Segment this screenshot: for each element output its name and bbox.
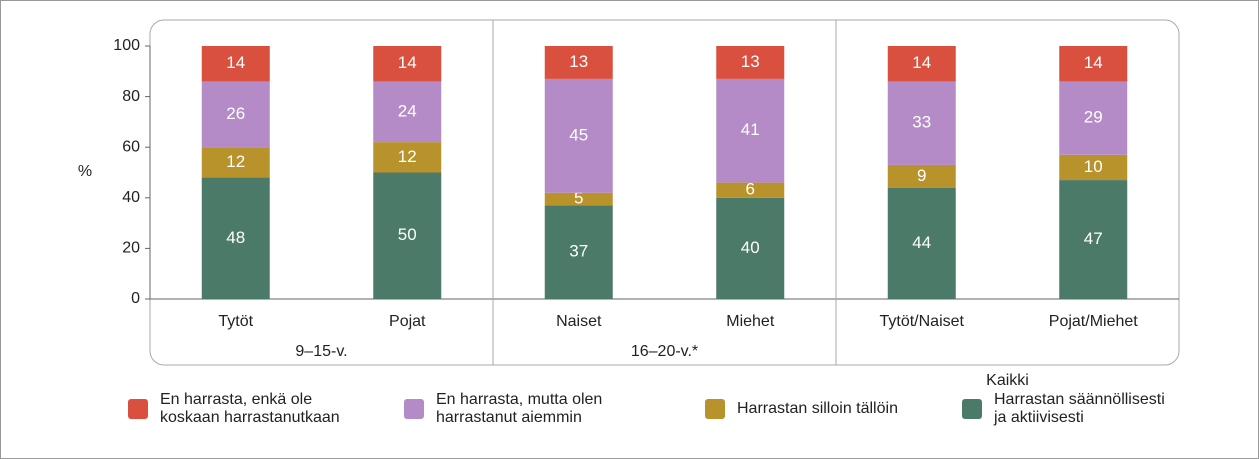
y-tick-label: 0 [131, 290, 140, 307]
value-label: 12 [226, 152, 245, 171]
group-label: 9–15-v. [295, 343, 347, 360]
value-label: 45 [569, 125, 588, 144]
legend-swatch [962, 399, 982, 419]
y-tick-label: 100 [113, 37, 140, 54]
bar-segment [373, 142, 442, 173]
value-label: 14 [1084, 53, 1103, 72]
bar-segment [1059, 46, 1128, 82]
bar-segment [544, 78, 613, 193]
bar-segment [716, 197, 785, 299]
value-label: 14 [912, 53, 931, 72]
value-label: 26 [226, 104, 245, 123]
value-label: 29 [1084, 108, 1103, 127]
bar-segment [373, 81, 442, 143]
value-label: 6 [746, 180, 755, 199]
legend: En harrasta, enkä ole koskaan harrastanu… [0, 388, 1259, 438]
bar-segment [1059, 154, 1128, 181]
value-label: 14 [398, 53, 417, 72]
group-label: 16–20-v.* [631, 343, 698, 360]
value-label: 5 [574, 189, 583, 208]
value-label: 24 [398, 101, 417, 120]
legend-label: En harrasta, enkä ole koskaan harrastanu… [160, 391, 340, 426]
y-tick-label: 40 [122, 189, 140, 206]
y-tick-label: 60 [122, 138, 140, 155]
legend-item: En harrasta, mutta olen harrastanut aiem… [404, 388, 626, 430]
legend-swatch [705, 399, 725, 419]
bar-segment [887, 46, 956, 82]
value-label: 13 [741, 52, 760, 71]
legend-label: Harrastan silloin tällöin [737, 400, 898, 417]
value-label: 10 [1084, 157, 1103, 176]
bar-segment [716, 78, 785, 183]
legend-item: Harrastan silloin tällöin [705, 388, 925, 430]
bar-segment [1059, 180, 1128, 299]
bar-segment [201, 147, 270, 178]
value-label: 48 [226, 228, 245, 247]
y-tick-label: 80 [122, 88, 140, 105]
bar-segment [544, 192, 613, 206]
y-tick-label: 20 [122, 240, 140, 257]
value-label: 47 [1084, 229, 1103, 248]
x-tick-label: Naiset [556, 313, 602, 330]
bar-segment [1059, 81, 1128, 155]
bar-segment [201, 46, 270, 82]
bar-segment [716, 182, 785, 198]
value-label: 37 [569, 242, 588, 261]
value-label: 41 [741, 120, 760, 139]
bar-segment [887, 187, 956, 299]
bar-segment [373, 46, 442, 82]
bar-segment [887, 164, 956, 188]
group-label: Kaikki [986, 372, 1029, 389]
plot-border [149, 19, 1180, 366]
legend-item: Harrastan säännöllisesti ja aktiivisesti [962, 388, 1169, 430]
value-label: 44 [912, 233, 931, 252]
legend-swatch [404, 399, 424, 419]
x-tick-label: Pojat [389, 313, 426, 330]
bar-segment [716, 46, 785, 79]
legend-label: En harrasta, mutta olen harrastanut aiem… [436, 391, 603, 426]
legend-label: Harrastan säännöllisesti ja aktiivisesti [994, 391, 1165, 426]
bar-segment [887, 81, 956, 165]
value-label: 40 [741, 238, 760, 257]
x-tick-label: Tytöt/Naiset [880, 313, 965, 330]
value-label: 12 [398, 147, 417, 166]
legend-item: En harrasta, enkä ole koskaan harrastanu… [128, 388, 360, 430]
bar-segment [201, 177, 270, 299]
bar-segment [201, 81, 270, 148]
bar-segment [373, 172, 442, 299]
value-label: 9 [917, 166, 926, 185]
bar-segment [544, 46, 613, 79]
y-axis-label: % [78, 163, 92, 180]
value-label: 14 [226, 53, 245, 72]
value-label: 50 [398, 225, 417, 244]
x-tick-label: Pojat/Miehet [1049, 313, 1138, 330]
x-tick-label: Miehet [726, 313, 775, 330]
bar-segment [544, 205, 613, 299]
value-label: 33 [912, 113, 931, 132]
x-tick-label: Tytöt [218, 313, 253, 330]
legend-swatch [128, 399, 148, 419]
value-label: 13 [569, 52, 588, 71]
